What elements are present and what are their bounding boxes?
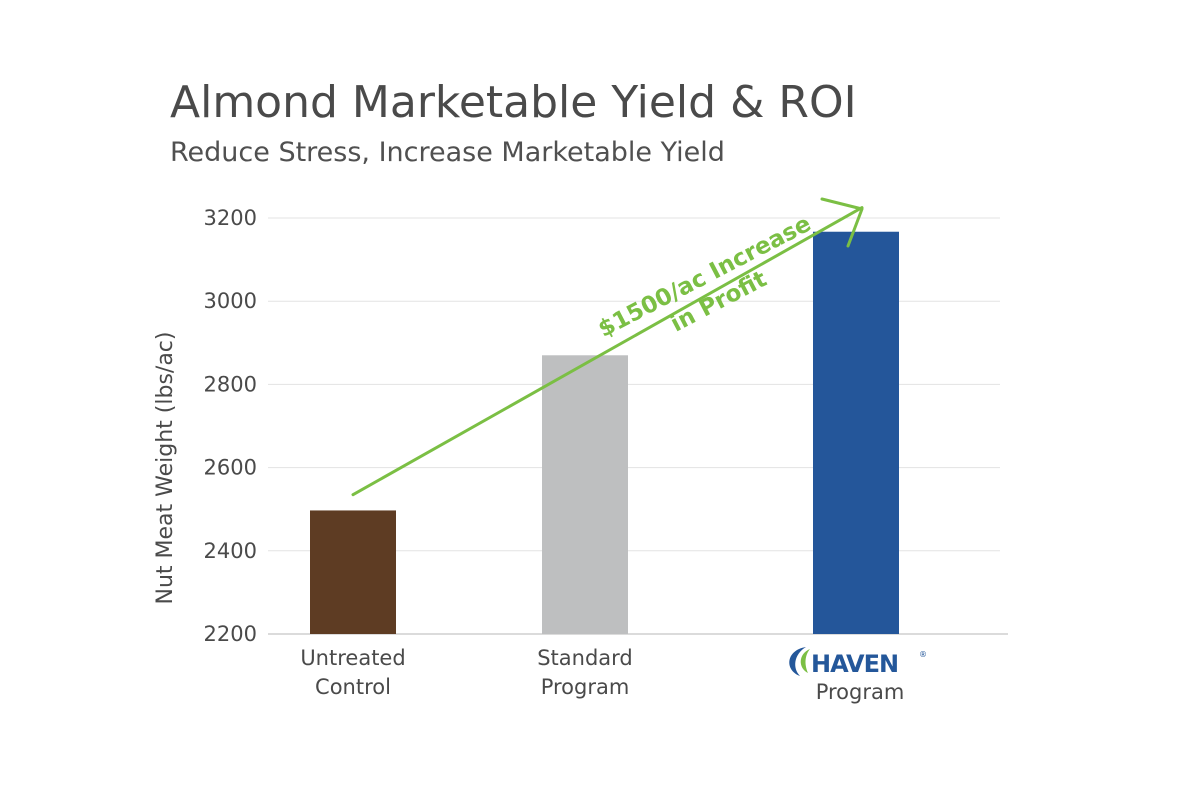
bar-2 <box>542 355 628 634</box>
registered-mark: ® <box>919 650 927 659</box>
arrow-head <box>820 197 864 248</box>
leaf-icon <box>800 649 810 673</box>
arrow-line <box>351 206 864 497</box>
y-axis-ticks: 2200 2400 2600 2800 3000 3200 <box>204 206 257 646</box>
category-label: Program <box>816 680 905 704</box>
y-tick-label: 2800 <box>204 372 257 396</box>
y-tick-label: 3200 <box>204 206 257 230</box>
category-label: Untreated <box>300 646 405 670</box>
y-axis-label: Nut Meat Weight (lbs/ac) <box>153 332 178 605</box>
haven-logo-text: HAVEN <box>811 650 898 678</box>
y-tick-label: 2400 <box>204 539 257 563</box>
category-label: Standard <box>537 646 633 670</box>
category-label: Control <box>315 675 391 699</box>
haven-logo: HAVEN ® <box>789 647 927 678</box>
y-tick-label: 2600 <box>204 456 257 480</box>
y-tick-label: 2200 <box>204 622 257 646</box>
chart-title: Almond Marketable Yield & ROI <box>170 77 857 128</box>
bar-1 <box>310 510 396 634</box>
y-tick-label: 3000 <box>204 289 257 313</box>
chart-subtitle: Reduce Stress, Increase Marketable Yield <box>170 137 725 168</box>
bars <box>310 231 899 634</box>
leaf-icon <box>789 647 806 676</box>
category-label: Program <box>541 675 630 699</box>
bar-3 <box>813 231 899 634</box>
